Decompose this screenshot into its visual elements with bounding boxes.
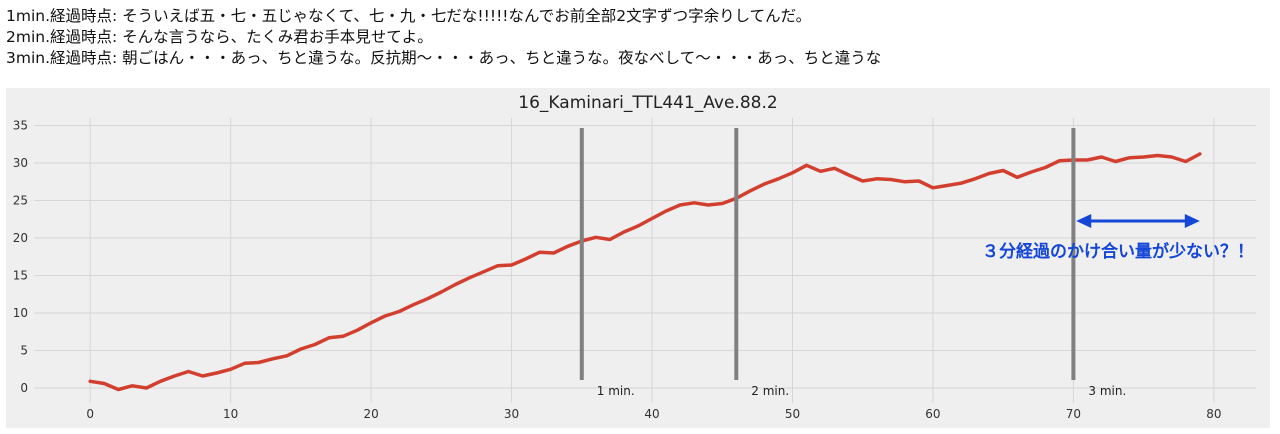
minute-markers: 1 min. 2 min. 3 min. xyxy=(579,128,1126,398)
minute-marker-label: 2 min. xyxy=(751,384,789,398)
series-layer xyxy=(88,152,1202,392)
note-1min: 1min.経過時点: そういえば五・七・五じゃなくて、七・九・七だな!!!!!な… xyxy=(6,7,812,25)
x-tick-label: 80 xyxy=(1206,407,1221,421)
chart-svg: 16_Kaminari_TTL441_Ave.88.2 0 5 10 15 20 25 30… xyxy=(6,88,1270,428)
y-tick-label: 30 xyxy=(13,156,28,170)
minute-marker-label: 3 min. xyxy=(1088,384,1126,398)
annotation-text: ３分経過のかけ合い量が少ない？！ xyxy=(982,241,1254,262)
annotation-arrow-head-left xyxy=(1076,214,1092,228)
x-tick-label: 20 xyxy=(363,407,378,421)
series-line xyxy=(88,152,1202,392)
x-tick-label: 30 xyxy=(504,407,519,421)
x-tick-label: 60 xyxy=(925,407,940,421)
y-tick-label: 0 xyxy=(20,381,28,395)
y-tick-label: 25 xyxy=(13,194,28,208)
line-chart: 16_Kaminari_TTL441_Ave.88.2 0 5 10 15 20 25 30… xyxy=(6,88,1270,428)
y-tick-label: 10 xyxy=(13,306,28,320)
x-tick-label: 40 xyxy=(644,407,659,421)
x-tick-label: 0 xyxy=(86,407,94,421)
chart-title: 16_Kaminari_TTL441_Ave.88.2 xyxy=(518,93,777,113)
y-tick-label: 20 xyxy=(13,231,28,245)
y-tick-label: 5 xyxy=(20,344,28,358)
x-tick-label: 50 xyxy=(785,407,800,421)
x-axis-ticks: 0 10 20 30 40 50 60 70 80 xyxy=(86,407,1221,421)
minute-marker-label: 1 min. xyxy=(597,384,635,398)
y-axis-ticks: 0 5 10 15 20 25 30 35 xyxy=(13,119,28,396)
annotation-layer: ３分経過のかけ合い量が少ない？！ xyxy=(982,214,1254,262)
note-2min: 2min.経過時点: そんな言うなら、たくみ君お手本見せてよ。 xyxy=(6,28,433,46)
note-3min: 3min.経過時点: 朝ごはん・・・あっ、ちと違うな。反抗期〜・・・あっ、ちと違… xyxy=(6,49,882,67)
y-tick-label: 15 xyxy=(13,269,28,283)
x-tick-label: 70 xyxy=(1066,407,1081,421)
y-tick-label: 35 xyxy=(13,119,28,133)
x-tick-label: 10 xyxy=(223,407,238,421)
grid-lines xyxy=(34,118,1256,403)
commentary-notes: 1min.経過時点: そういえば五・七・五じゃなくて、七・九・七だな!!!!!な… xyxy=(6,6,881,69)
annotation-arrow-head-right xyxy=(1184,214,1200,228)
